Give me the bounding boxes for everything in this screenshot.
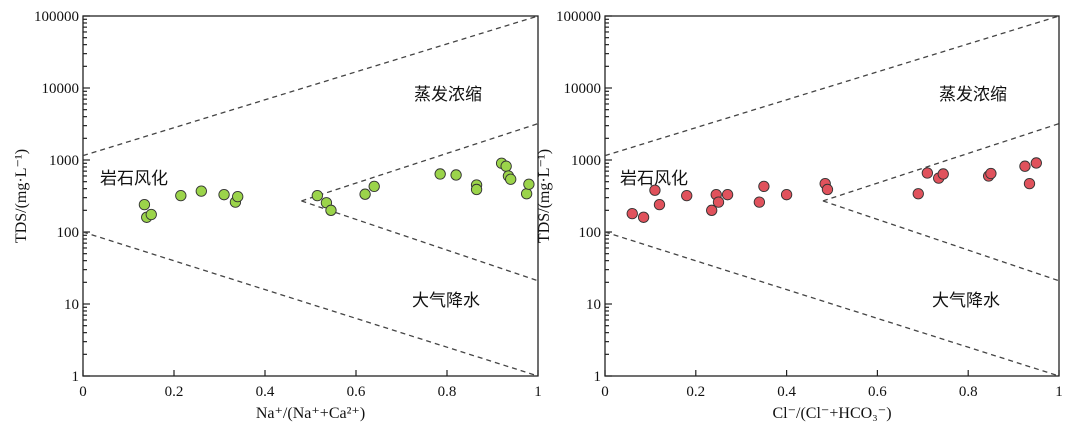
- y-tick-label-1-0: 1: [72, 369, 80, 385]
- data-point-1-22: [523, 178, 535, 190]
- data-point-2-17: [937, 168, 949, 180]
- data-point-1-4: [195, 185, 207, 197]
- x-axis-title-2: Cl⁻/(Cl⁻+HCO₃⁻): [772, 405, 891, 422]
- data-point-1-21: [520, 188, 533, 200]
- y-tick-label-1-5: 100000: [34, 9, 79, 25]
- data-point-1-14: [450, 169, 462, 181]
- data-point-2-3: [653, 198, 666, 211]
- data-point-2-13: [821, 183, 834, 196]
- data-point-1-8: [311, 189, 323, 202]
- data-point-2-19: [985, 167, 997, 180]
- region-label-evaporation-2: 蒸发浓缩: [939, 85, 1007, 105]
- x-tick-label-1-0: 0: [79, 384, 87, 400]
- data-point-2-14: [912, 188, 924, 200]
- data-point-1-11: [359, 188, 371, 200]
- region-label-rock-1: 岩石风化: [100, 169, 168, 189]
- data-point-1-16: [470, 183, 483, 196]
- gibbs-boundary-2-0: [604, 15, 1060, 157]
- y-axis-title-1: TDS/(mg·L⁻¹): [13, 149, 30, 243]
- data-point-2-10: [758, 180, 770, 193]
- data-point-2-7: [712, 196, 725, 208]
- data-point-2-0: [626, 207, 638, 220]
- gibbs-boundary-1-2: [82, 231, 539, 377]
- data-point-2-2: [649, 184, 661, 196]
- data-point-1-13: [434, 168, 446, 180]
- x-tick-label-1-3: 0.6: [347, 384, 366, 400]
- region-label-precipitation-2: 大气降水: [932, 291, 1000, 311]
- x-tick-label-2-1: 0.2: [686, 384, 705, 400]
- gibbs-boundary-1-0: [82, 15, 539, 157]
- gibbs-boundary-1-3: [301, 200, 539, 282]
- x-axis-title-1: Na⁺/(Na⁺+Ca²⁺): [256, 405, 365, 422]
- data-point-2-4: [681, 189, 693, 202]
- x-tick-label-1-2: 0.4: [256, 384, 275, 400]
- data-point-1-5: [218, 189, 230, 201]
- gibbs-boundary-2-2: [604, 231, 1060, 377]
- y-tick-label-1-3: 1000: [49, 153, 79, 169]
- x-tick-label-2-3: 0.6: [868, 384, 887, 400]
- gibbs-boundary-2-1: [822, 123, 1060, 202]
- data-point-1-0: [138, 198, 151, 211]
- x-tick-label-2-5: 1: [1055, 384, 1063, 400]
- y-tick-label-1-2: 100: [57, 225, 80, 241]
- data-point-2-20: [1019, 160, 1031, 172]
- data-point-2-21: [1023, 177, 1036, 190]
- x-tick-label-1-5: 1: [534, 384, 542, 400]
- region-label-rock-2: 岩石风化: [620, 169, 688, 189]
- x-tick-label-2-0: 0: [601, 384, 609, 400]
- data-point-2-9: [753, 196, 766, 208]
- region-label-precipitation-1: 大气降水: [412, 291, 480, 311]
- data-point-1-20: [505, 173, 517, 185]
- x-tick-label-1-1: 0.2: [165, 384, 184, 400]
- data-point-2-15: [921, 167, 933, 179]
- region-label-evaporation-1: 蒸发浓缩: [414, 85, 482, 105]
- data-point-1-2: [145, 208, 157, 221]
- y-tick-label-2-4: 10000: [564, 81, 602, 97]
- gibbs-boundary-1-1: [301, 123, 539, 202]
- y-axis-title-2: TDS/(mg·L⁻¹): [536, 149, 553, 243]
- data-point-1-3: [175, 189, 187, 202]
- data-point-1-10: [325, 204, 337, 216]
- y-tick-label-2-0: 1: [594, 369, 602, 385]
- x-tick-label-2-4: 0.8: [959, 384, 978, 400]
- plot-frame-2: [604, 15, 1060, 377]
- data-point-1-12: [368, 180, 380, 193]
- data-point-2-22: [1030, 157, 1042, 169]
- gibbs-boundary-2-3: [822, 200, 1060, 282]
- data-point-2-11: [780, 189, 793, 201]
- data-point-2-8: [721, 189, 734, 201]
- x-tick-label-1-4: 0.8: [438, 384, 457, 400]
- y-tick-label-2-1: 10: [586, 297, 601, 313]
- y-tick-label-2-5: 100000: [556, 9, 601, 25]
- data-point-1-7: [232, 190, 244, 203]
- x-tick-label-2-2: 0.4: [777, 384, 796, 400]
- y-tick-label-2-2: 100: [579, 225, 602, 241]
- y-tick-label-1-1: 10: [64, 297, 79, 313]
- y-tick-label-1-4: 10000: [42, 81, 80, 97]
- data-point-1-18: [500, 160, 512, 172]
- data-point-2-5: [706, 204, 718, 216]
- data-point-2-1: [637, 211, 650, 223]
- y-tick-label-2-3: 1000: [571, 153, 601, 169]
- plot-frame-1: [82, 15, 539, 377]
